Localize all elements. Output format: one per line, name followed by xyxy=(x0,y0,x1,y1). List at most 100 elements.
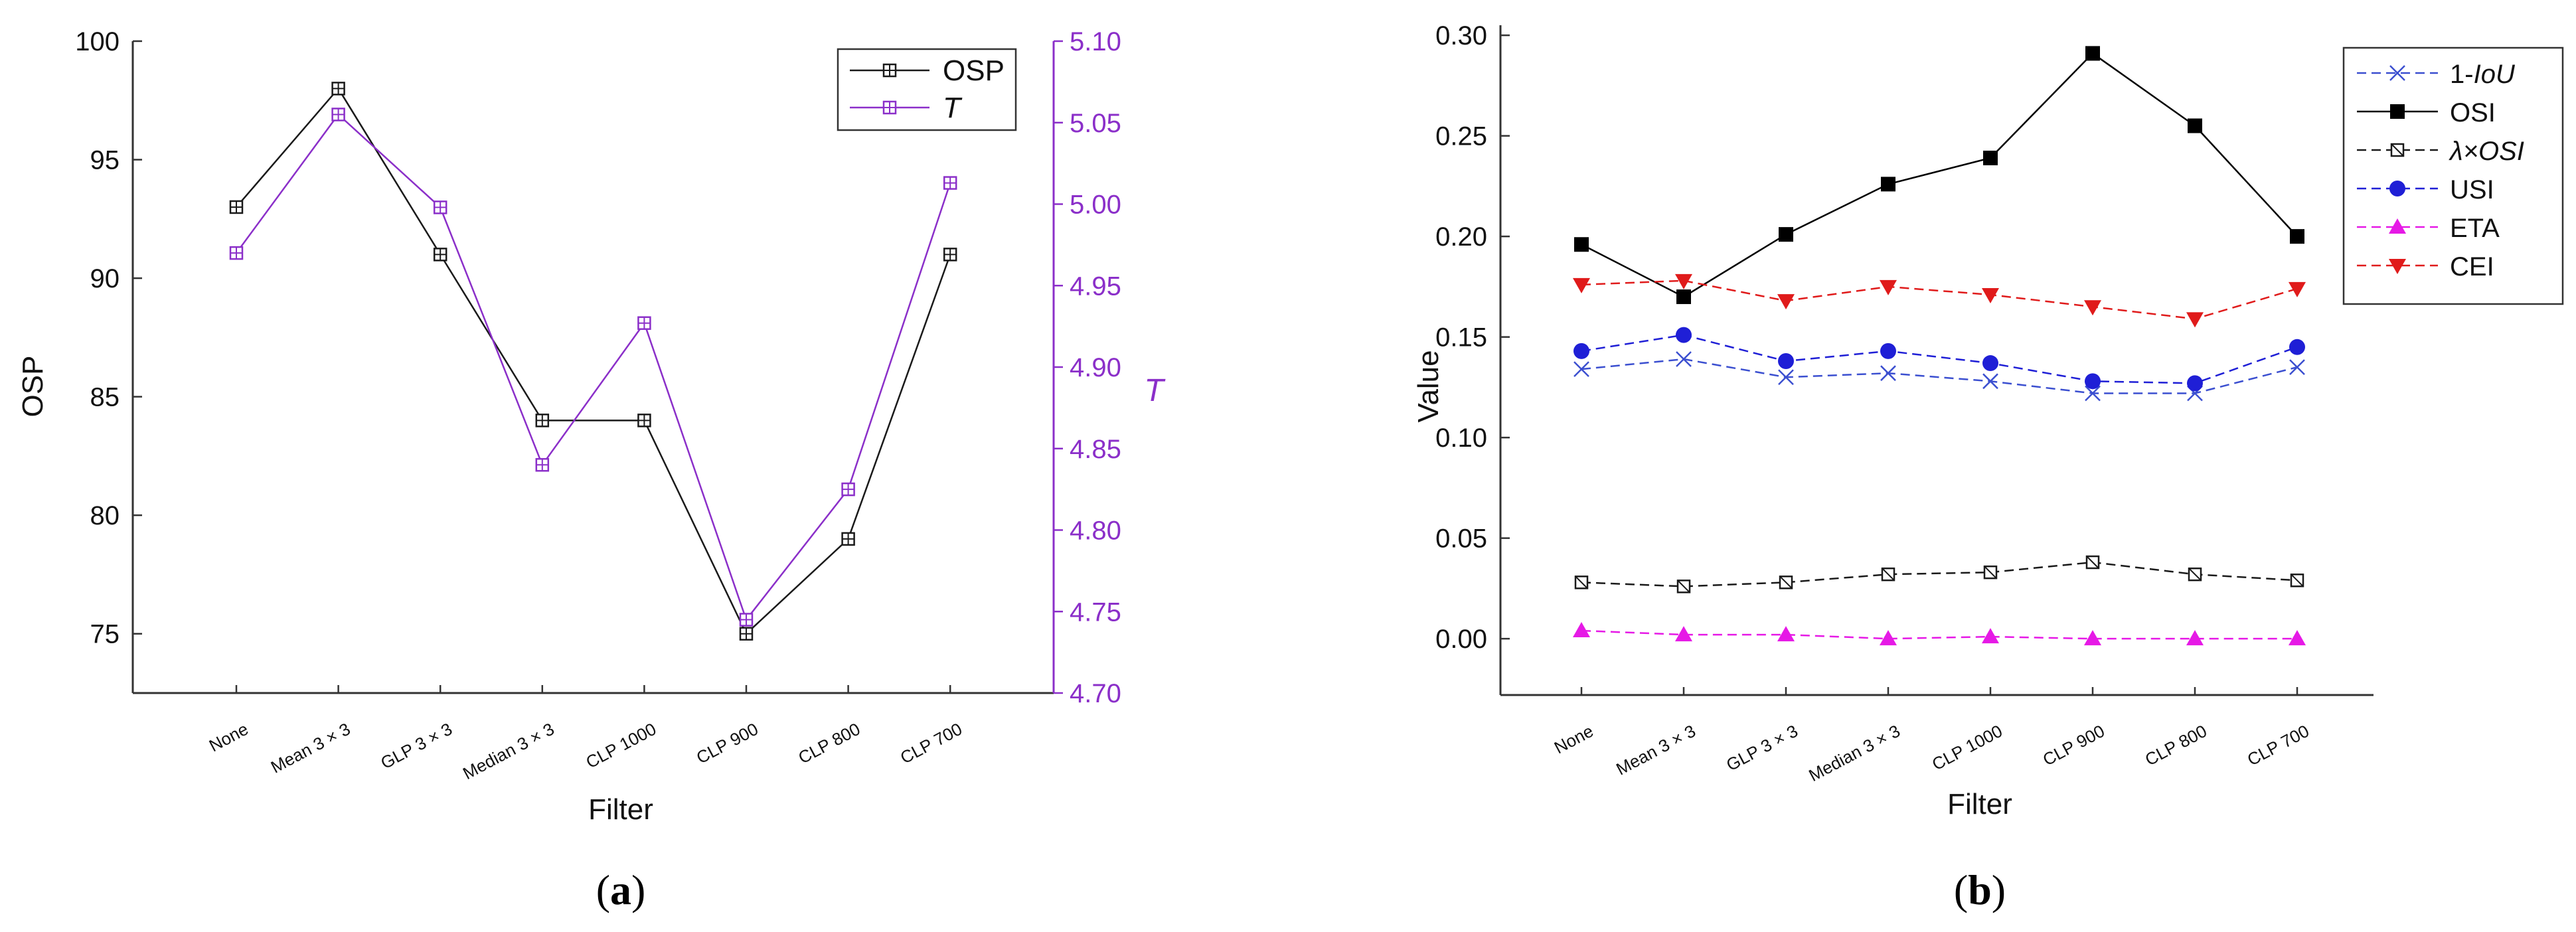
y2-tick-label-a-5-00: 5.00 xyxy=(1070,191,1121,220)
legend-b-label-part: 1- xyxy=(2450,60,2474,89)
point-b-eta-clp-1000-tri xyxy=(1982,628,1999,644)
legend-a-marker-osp-glyph xyxy=(882,63,897,78)
point-b-cei-none xyxy=(1573,277,1590,293)
point-b-cei-glp-3-3-tri xyxy=(1777,294,1795,310)
point-b-1-iou-clp-700 xyxy=(2289,359,2305,375)
point-b-cei-clp-1000-tri xyxy=(1982,288,1999,304)
y2-tick-label-a-4-70: 4.70 xyxy=(1070,679,1121,708)
y-tick-label-a-85: 85 xyxy=(90,383,120,412)
point-a-t-none xyxy=(229,246,244,260)
panel-label-b: (b) xyxy=(1954,866,2006,913)
point-b-usi-clp-900-dot xyxy=(2085,373,2101,390)
point-a-osp-clp-800 xyxy=(841,532,855,546)
point-b-1-iou-clp-1000-d2 xyxy=(1982,373,1998,390)
point-b-osi-clp-700 xyxy=(2290,229,2304,244)
point-a-t-clp-800 xyxy=(841,482,855,497)
legend-b-entry-1-iou: 1-IoU xyxy=(2357,60,2516,89)
point-b-usi-clp-1000-dot xyxy=(1982,355,1998,372)
point-b-osi-glp-3-3 xyxy=(1779,227,1793,242)
point-b-cei-mean-3-3 xyxy=(1675,273,1692,289)
y2-tick-label-a-4-95: 4.95 xyxy=(1070,272,1121,301)
point-b-osi-clp-800 xyxy=(2188,118,2202,133)
legend-b-label-osi: OSI xyxy=(2450,98,2496,127)
x-tick-label-b-none: None xyxy=(1551,721,1597,758)
point-b-1-iou-clp-700-d2 xyxy=(2289,359,2305,375)
legend-b-marker-osi xyxy=(2390,143,2405,157)
legend-a-marker-t xyxy=(882,100,897,115)
point-a-osp-median-3-3 xyxy=(535,414,550,427)
point-b-osi-median-3-3-box xyxy=(1881,177,1895,192)
line-a-t xyxy=(235,113,951,622)
legend-b-label-1-iou: 1-IoU xyxy=(2450,60,2516,89)
y-tick-label-a-90: 90 xyxy=(90,264,120,293)
point-b-eta-mean-3-3 xyxy=(1675,626,1692,642)
x-tick-label-a-clp-800: CLP 800 xyxy=(795,719,863,768)
legend-a-marker-t-glyph xyxy=(882,100,897,115)
series-a xyxy=(229,82,957,641)
legend-b-marker-cei xyxy=(2389,259,2406,274)
x-tick-label-a-clp-900: CLP 900 xyxy=(693,719,762,768)
legend-b-entry-cei: CEI xyxy=(2357,252,2494,281)
y-tick-label-b-0-20: 0.20 xyxy=(1435,222,1487,252)
point-a-osp-glp-3-3 xyxy=(433,248,447,262)
legend-b-marker-1-iou xyxy=(2389,65,2405,81)
x-tick-label-b-clp-1000: CLP 1000 xyxy=(1929,721,2006,775)
legend-a-label-t: T xyxy=(943,92,963,124)
y-tick-label-b-0-05: 0.05 xyxy=(1435,524,1487,554)
point-b-osi-mean-3-3 xyxy=(1676,580,1691,593)
point-b-osi-clp-1000-d xyxy=(1984,566,1997,579)
point-b-eta-clp-800-tri xyxy=(2186,630,2204,646)
y-tick-label-a-80: 80 xyxy=(90,501,120,530)
legend-a: OSP T xyxy=(837,48,1017,131)
point-b-osi-clp-900 xyxy=(2085,46,2100,61)
point-b-cei-clp-700-tri xyxy=(2289,281,2306,297)
point-b-cei-clp-900 xyxy=(2084,300,2101,316)
point-a-osp-clp-1000 xyxy=(637,414,651,427)
line-b-osi xyxy=(1581,561,2298,587)
point-b-osi-glp-3-3 xyxy=(1779,576,1793,589)
point-b-1-iou-none-d2 xyxy=(1573,361,1589,378)
point-b-eta-none xyxy=(1573,622,1590,638)
legend-b-marker-eta-tri xyxy=(2389,218,2406,234)
point-b-osi-glp-3-3-d xyxy=(1779,576,1793,589)
point-b-usi-median-3-3-dot xyxy=(1880,343,1896,359)
point-b-usi-median-3-3 xyxy=(1880,343,1896,359)
x-tick-label-a-median-3-3: Median 3 × 3 xyxy=(459,719,557,783)
legend-a-box xyxy=(837,48,1017,131)
legend-b-label-cei: CEI xyxy=(2450,252,2494,281)
y2-axis-title-a: T xyxy=(1144,373,1166,408)
point-b-usi-clp-700-dot xyxy=(2289,339,2305,355)
x-ticks-b: None Mean 3 × 3 GLP 3 × 3 Median 3 × 3 CLP 1… xyxy=(1551,687,2312,785)
point-b-osi-clp-1000 xyxy=(1983,150,1998,165)
x-axis-title-b: Filter xyxy=(1947,788,2012,820)
point-b-eta-none-tri xyxy=(1573,622,1590,638)
y2-tick-label-a-5-10: 5.10 xyxy=(1070,27,1121,56)
point-b-1-iou-glp-3-3-d2 xyxy=(1778,369,1794,386)
point-b-eta-glp-3-3 xyxy=(1777,626,1795,642)
y2-tick-label-a-4-90: 4.90 xyxy=(1070,353,1121,382)
legend-b-label-eta: ETA xyxy=(2450,214,2500,243)
x-tick-label-b-mean-3-3: Mean 3 × 3 xyxy=(1613,721,1699,779)
point-b-osi-none xyxy=(1574,576,1589,589)
point-b-eta-median-3-3 xyxy=(1880,630,1897,646)
point-b-osi-clp-800-box xyxy=(2188,118,2202,133)
point-b-1-iou-none xyxy=(1573,361,1589,378)
legend-b-label-osi: λ×OSI xyxy=(2449,137,2524,166)
point-a-t-clp-900 xyxy=(739,613,754,627)
x-tick-label-b-glp-3-3: GLP 3 × 3 xyxy=(1723,721,1801,775)
point-b-osi-none xyxy=(1574,237,1589,252)
x-tick-label-b-clp-900: CLP 900 xyxy=(2040,721,2108,770)
legend-b-marker-usi-dot xyxy=(2389,181,2405,196)
point-a-t-glp-3-3 xyxy=(433,200,447,214)
panel-label-a-letter: a xyxy=(610,866,631,913)
point-b-osi-median-3-3 xyxy=(1881,177,1895,192)
legend-b-entry-osi: OSI xyxy=(2357,98,2496,127)
point-b-osi-glp-3-3-box xyxy=(1779,227,1793,242)
point-b-osi-clp-800-d xyxy=(2188,568,2202,581)
panel-label-b-open: ( xyxy=(1954,866,1968,913)
line-a-osp xyxy=(236,87,951,635)
point-b-osi-clp-700 xyxy=(2290,574,2304,587)
line-b-cei xyxy=(1581,279,2298,320)
point-b-eta-clp-800 xyxy=(2186,630,2204,646)
point-b-osi-clp-900 xyxy=(2085,555,2100,570)
